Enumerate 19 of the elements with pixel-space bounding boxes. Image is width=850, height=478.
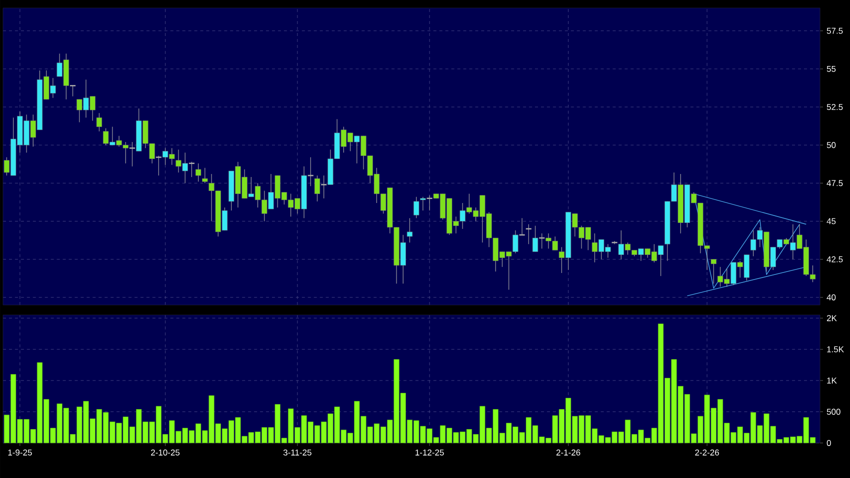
- x-tick-label: 2-1-26: [556, 450, 580, 456]
- y-tick-label: 40: [826, 294, 836, 300]
- y-tick-label: 42.5: [826, 256, 843, 262]
- x-tick-label: 1-12-25: [416, 450, 444, 456]
- y-tick-label: 50: [826, 142, 836, 148]
- y-tick-label: 1K: [827, 378, 837, 384]
- y-tick-label: 1.5K: [827, 346, 844, 352]
- y-tick-label: 47.5: [826, 180, 843, 186]
- x-tick-label: 3-11-25: [283, 450, 312, 456]
- y-tick-label: 57.5: [826, 28, 843, 34]
- x-tick-label: 2-2-26: [695, 450, 719, 456]
- x-tick-label: 2-10-25: [151, 450, 180, 456]
- y-tick-label: 2K: [826, 315, 837, 322]
- y-tick-label: 500: [826, 408, 840, 415]
- y-tick-label: 52.5: [826, 104, 843, 110]
- y-tick-label: 55: [826, 66, 836, 72]
- x-tick-label: 1-9-25: [8, 450, 32, 456]
- y-tick-label: 0: [826, 440, 831, 446]
- y-tick-label: 45: [826, 218, 836, 224]
